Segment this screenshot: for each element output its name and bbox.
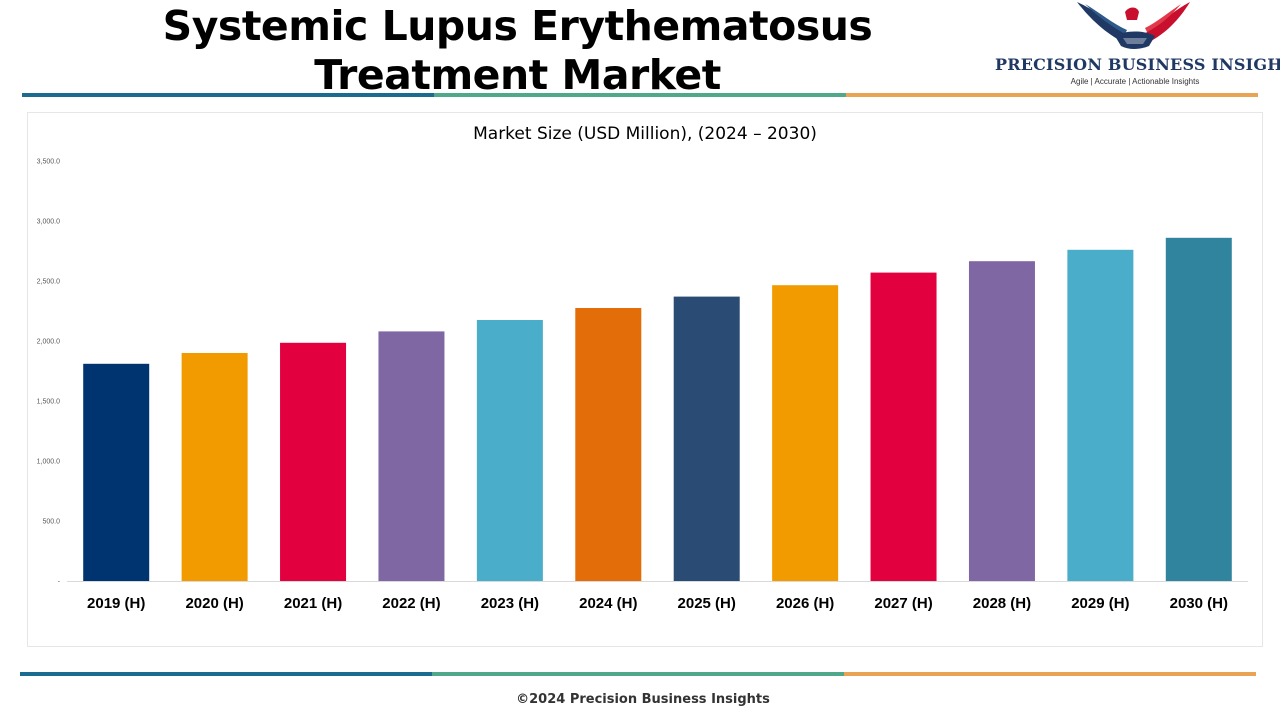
x-tick-label: 2028 (H) xyxy=(973,595,1031,612)
header-stripe-green xyxy=(434,93,846,97)
footer-copyright: ©2024 Precision Business Insights xyxy=(516,692,770,707)
header-stripe-orange xyxy=(846,93,1258,97)
y-tick-label: 3,500.0 xyxy=(37,159,60,166)
x-tick-label: 2030 (H) xyxy=(1170,595,1228,612)
footer-stripe-orange xyxy=(844,672,1256,676)
brand-tagline: Agile | Accurate | Actionable Insights xyxy=(1070,77,1200,86)
x-tick-label: 2021 (H) xyxy=(284,595,342,612)
x-tick-label: 2025 (H) xyxy=(678,595,736,612)
y-tick-label: 2,500.0 xyxy=(37,279,60,286)
y-tick-label: 1,500.0 xyxy=(37,399,60,406)
bar-2029-h xyxy=(1067,249,1134,582)
bar-2020-h xyxy=(181,353,248,581)
x-tick-label: 2023 (H) xyxy=(481,595,539,612)
bar-2025-h xyxy=(673,296,740,581)
y-tick-label: 2,000.0 xyxy=(37,339,60,346)
chart-title: Market Size (USD Million), (2024 – 2030) xyxy=(473,124,817,144)
footer-stripe-green xyxy=(432,672,844,676)
x-tick-label: 2019 (H) xyxy=(87,595,145,612)
bar-2024-h xyxy=(575,308,642,581)
bar-2030-h xyxy=(1165,237,1232,582)
x-tick-label: 2020 (H) xyxy=(185,595,243,612)
bar-2022-h xyxy=(378,331,445,581)
y-tick-label: 3,000.0 xyxy=(37,219,60,226)
bar-2026-h xyxy=(772,285,839,581)
x-tick-label: 2022 (H) xyxy=(382,595,440,612)
eagle-handshake-icon xyxy=(1077,2,1190,49)
x-tick-label: 2024 (H) xyxy=(579,595,637,612)
x-tick-label: 2027 (H) xyxy=(874,595,932,612)
footer-stripe-blue xyxy=(20,672,432,676)
x-tick-label: 2029 (H) xyxy=(1071,595,1129,612)
y-tick-label: 500.0 xyxy=(42,519,60,526)
brand-logo: PRECISION BUSINESS INSIGHTS Agile | Accu… xyxy=(995,0,1280,92)
brand-name: PRECISION BUSINESS INSIGHTS xyxy=(995,55,1280,74)
page-title: Systemic Lupus Erythematosus Treatment M… xyxy=(162,2,873,99)
y-tick-label: 1,000.0 xyxy=(37,459,60,466)
bar-2028-h xyxy=(968,261,1035,581)
y-tick-label: - xyxy=(58,579,61,586)
bar-2021-h xyxy=(280,342,347,581)
x-tick-label: 2026 (H) xyxy=(776,595,834,612)
bar-2023-h xyxy=(476,320,543,581)
bar-2027-h xyxy=(870,272,937,581)
bar-2019-h xyxy=(83,363,150,581)
header-stripe-blue xyxy=(22,93,434,97)
